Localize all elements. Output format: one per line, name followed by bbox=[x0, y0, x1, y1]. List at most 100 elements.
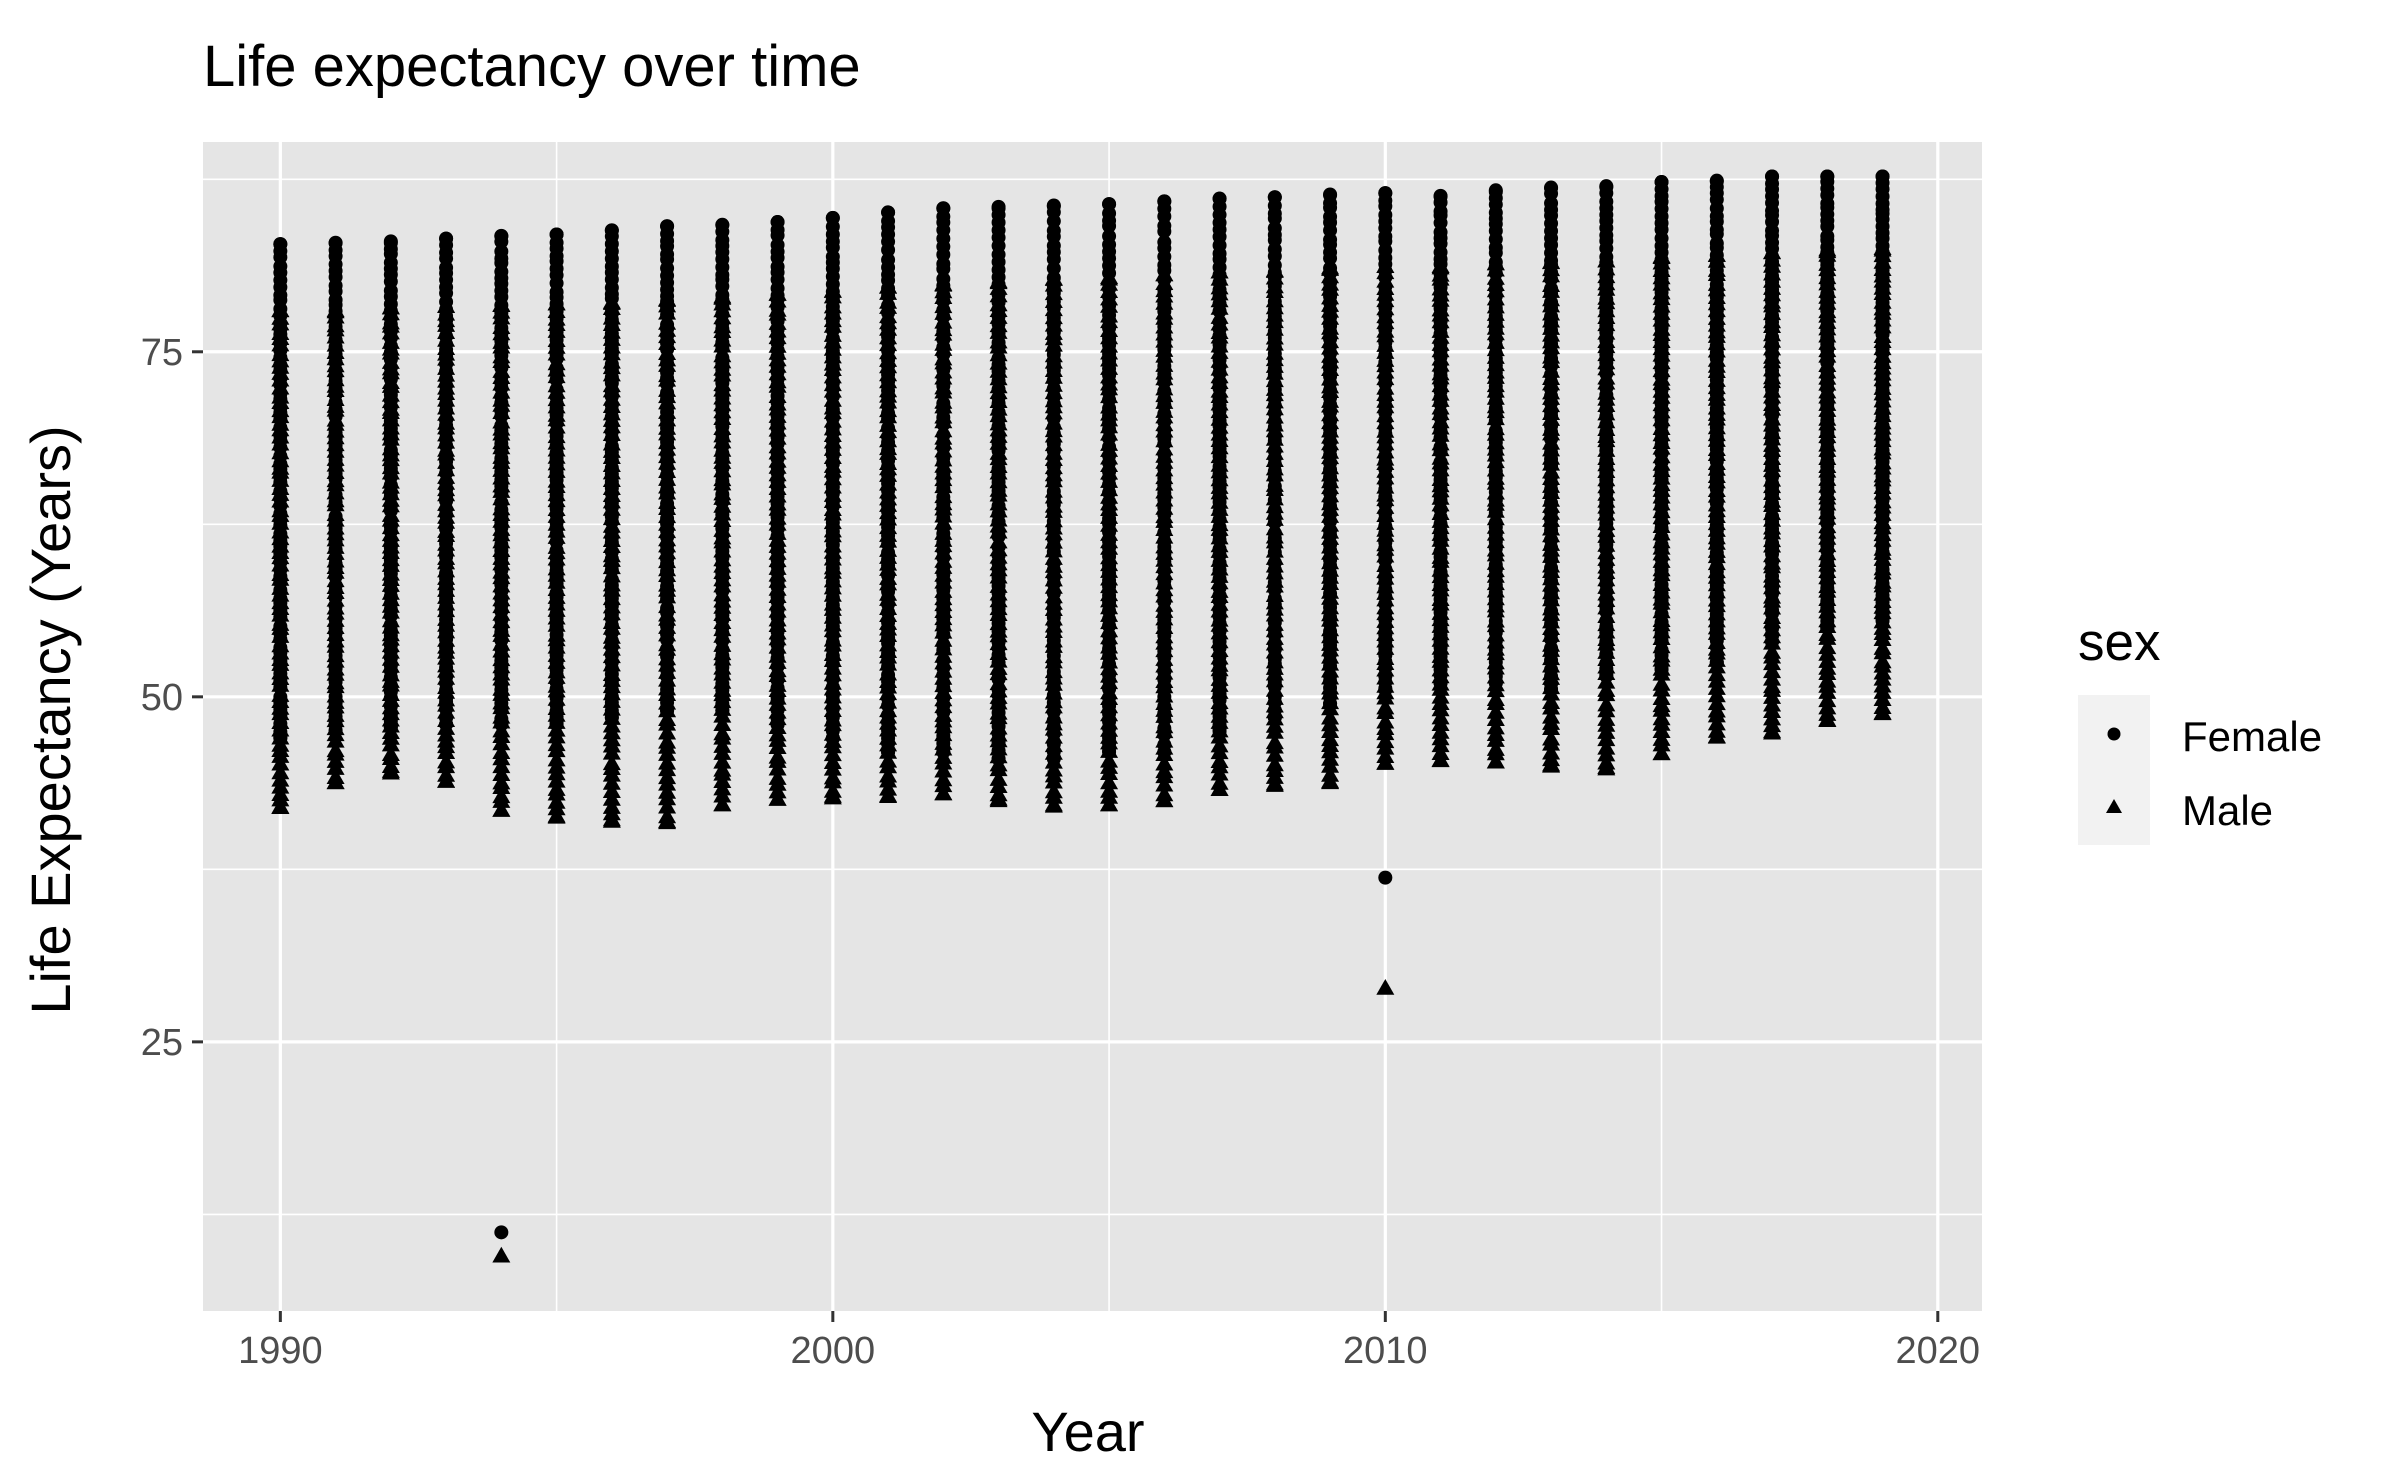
point-male bbox=[713, 484, 732, 501]
point-male bbox=[1376, 668, 1395, 685]
point-male bbox=[1265, 459, 1284, 476]
point-male bbox=[547, 485, 566, 502]
point-male bbox=[1486, 397, 1505, 414]
point-male bbox=[823, 390, 842, 407]
point-male bbox=[602, 546, 621, 563]
point-male bbox=[1265, 489, 1284, 506]
point-female bbox=[936, 201, 951, 216]
point-male bbox=[934, 706, 953, 722]
point-male bbox=[547, 792, 566, 809]
point-male bbox=[1265, 541, 1284, 558]
point-male bbox=[602, 709, 621, 725]
point-male bbox=[1707, 275, 1726, 291]
point-male bbox=[1376, 299, 1395, 316]
point-male bbox=[713, 752, 732, 769]
point-male bbox=[1210, 278, 1229, 295]
point-male bbox=[1707, 418, 1726, 435]
point-male bbox=[1652, 320, 1671, 336]
point-male bbox=[713, 737, 732, 753]
point-male bbox=[879, 416, 898, 432]
point-male bbox=[1542, 599, 1561, 616]
point-male bbox=[492, 576, 511, 593]
point-male bbox=[713, 317, 732, 334]
point-male bbox=[658, 419, 677, 435]
point-male bbox=[658, 313, 677, 330]
point-male bbox=[768, 336, 787, 353]
point-male bbox=[1763, 587, 1782, 604]
point-male bbox=[1597, 441, 1616, 457]
point-male bbox=[1044, 481, 1063, 498]
point-male bbox=[823, 724, 842, 741]
point-male bbox=[713, 715, 732, 731]
legend-title: sex bbox=[2078, 613, 2160, 672]
point-male bbox=[1210, 721, 1229, 738]
point-male bbox=[1265, 652, 1284, 669]
point-male bbox=[1542, 304, 1561, 321]
point-male bbox=[658, 575, 677, 592]
point-male bbox=[879, 701, 898, 718]
point-male bbox=[1376, 732, 1395, 749]
point-male bbox=[602, 812, 621, 828]
point-male bbox=[1818, 457, 1837, 474]
point-male bbox=[1818, 255, 1837, 271]
point-male bbox=[1044, 308, 1063, 325]
point-male bbox=[1652, 602, 1671, 619]
point-male bbox=[934, 734, 953, 750]
point-male bbox=[1044, 727, 1063, 744]
point-male bbox=[1321, 392, 1340, 408]
point-female bbox=[881, 205, 896, 220]
point-male bbox=[658, 813, 677, 830]
point-male bbox=[1100, 795, 1119, 812]
point-male bbox=[1210, 308, 1229, 324]
point-male bbox=[879, 381, 898, 398]
point-male bbox=[768, 314, 787, 330]
point-male bbox=[1707, 440, 1726, 457]
point-male bbox=[1818, 356, 1837, 372]
point-male bbox=[271, 636, 290, 653]
point-male bbox=[1210, 551, 1229, 567]
point-male bbox=[1873, 293, 1892, 309]
point-male bbox=[713, 585, 732, 602]
point-male bbox=[1155, 537, 1174, 554]
point-male bbox=[658, 403, 677, 419]
point-male bbox=[437, 631, 456, 647]
point-male bbox=[1818, 517, 1837, 534]
point-male bbox=[492, 520, 511, 536]
point-male bbox=[381, 373, 400, 390]
point-male bbox=[1044, 346, 1063, 363]
point-male bbox=[326, 335, 345, 352]
point-male bbox=[1542, 462, 1561, 479]
point-female bbox=[1323, 187, 1338, 202]
point-male bbox=[1597, 514, 1616, 531]
point-male bbox=[1100, 585, 1119, 602]
point-male bbox=[1155, 627, 1174, 644]
point-male bbox=[1155, 356, 1174, 372]
point-male bbox=[1707, 604, 1726, 621]
point-male bbox=[1155, 573, 1174, 590]
point-male bbox=[1321, 537, 1340, 554]
point-male bbox=[1376, 336, 1395, 352]
point-male bbox=[1763, 504, 1782, 521]
point-male bbox=[1210, 359, 1229, 376]
point-male bbox=[1542, 707, 1561, 724]
point-male bbox=[1431, 412, 1450, 429]
point-male bbox=[1873, 573, 1892, 589]
point-male bbox=[1486, 433, 1505, 450]
point-male bbox=[989, 770, 1008, 786]
point-male bbox=[879, 401, 898, 418]
point-male bbox=[1431, 300, 1450, 317]
point-male bbox=[823, 788, 842, 805]
point-male bbox=[381, 745, 400, 761]
point-male bbox=[1652, 247, 1671, 264]
point-male bbox=[1100, 367, 1119, 384]
point-male bbox=[1376, 477, 1395, 494]
point-male bbox=[823, 411, 842, 428]
point-male bbox=[547, 500, 566, 517]
point-female bbox=[1378, 870, 1393, 885]
point-male bbox=[547, 676, 566, 693]
point-male bbox=[879, 454, 898, 470]
point-male bbox=[271, 443, 290, 460]
point-male bbox=[602, 434, 621, 451]
point-male bbox=[1431, 470, 1450, 486]
point-male bbox=[1597, 607, 1616, 624]
